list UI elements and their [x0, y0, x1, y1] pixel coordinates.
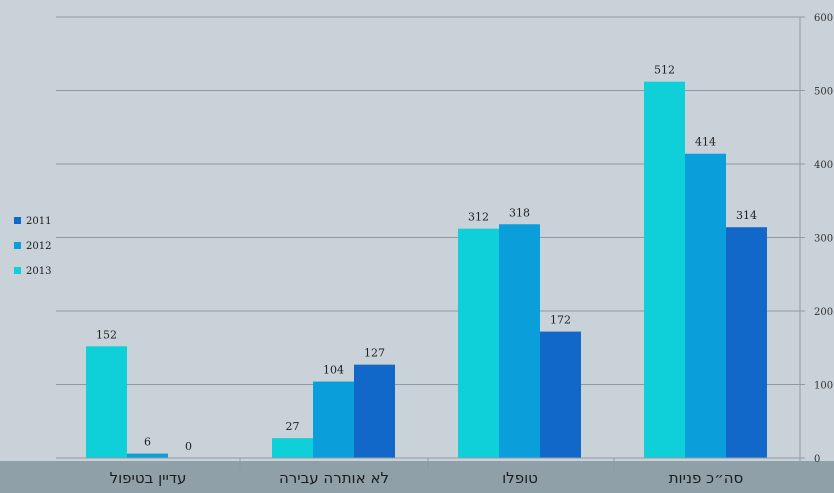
- category-band: [0, 461, 834, 493]
- x-tick-label: טופלו: [502, 469, 538, 487]
- bar: [499, 224, 540, 458]
- bar: [272, 438, 313, 458]
- bar: [313, 381, 354, 458]
- data-label: 104: [323, 364, 344, 377]
- bar: [458, 228, 499, 458]
- legend-swatch: [14, 217, 21, 224]
- bar: [685, 153, 726, 458]
- data-label: 512: [654, 64, 675, 77]
- x-axis-categories: סה״כ פניות טופלו לא אותרה עבירה עדיין בטיפו…: [110, 458, 744, 487]
- y-tick-label: 0: [814, 454, 820, 465]
- legend: 2011 2012 2013: [14, 216, 51, 277]
- data-label: 414: [695, 136, 716, 149]
- y-tick-label: 100: [814, 381, 833, 392]
- y-tick-label: 600: [814, 13, 833, 24]
- x-tick-label: סה״כ פניות: [669, 469, 744, 487]
- x-tick-label: עדיין בטיפול: [110, 469, 187, 487]
- bar: [644, 81, 685, 459]
- y-tick-label: 500: [814, 87, 833, 98]
- data-label: 152: [96, 328, 117, 341]
- bar: [127, 453, 168, 458]
- bar: [726, 227, 767, 458]
- data-label: 314: [736, 209, 757, 222]
- data-label: 6: [144, 436, 151, 449]
- gridlines: [56, 16, 800, 385]
- value-labels: 512 414 314 312 318 172 27 104 127 152 6 0: [96, 64, 757, 453]
- legend-swatch: [14, 267, 21, 274]
- bar: [540, 331, 581, 458]
- data-label: 172: [550, 314, 571, 327]
- data-label: 312: [468, 211, 489, 224]
- legend-label: 2013: [26, 266, 51, 277]
- y-tick-label: 400: [814, 160, 833, 171]
- bar: [86, 346, 127, 458]
- legend-label: 2012: [26, 241, 51, 252]
- bar: [354, 364, 395, 458]
- legend-swatch: [14, 242, 21, 249]
- data-label: 127: [364, 347, 385, 360]
- legend-label: 2011: [26, 216, 51, 227]
- bars: [86, 81, 767, 459]
- y-tick-label: 200: [814, 307, 833, 318]
- data-label: 318: [509, 206, 530, 219]
- y-tick-label: 300: [814, 234, 833, 245]
- data-label: 0: [185, 440, 192, 453]
- data-label: 27: [286, 420, 300, 433]
- x-tick-label: לא אותרה עבירה: [279, 469, 389, 487]
